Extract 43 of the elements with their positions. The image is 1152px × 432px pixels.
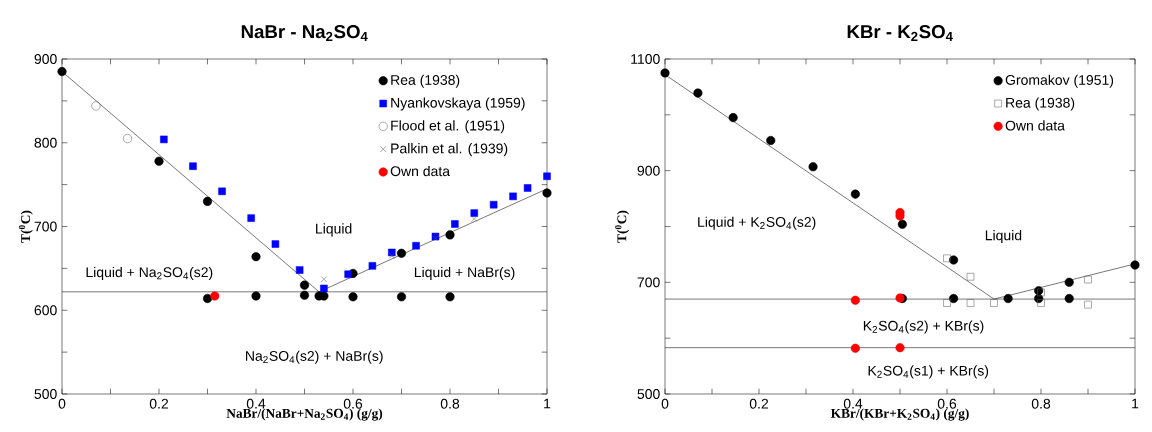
annotation: Na$_{2}$SO$_{4}$(s2) + NaBr(s) [246, 350, 383, 364]
legend-label: Flood et al. (1951) [391, 120, 505, 134]
x-tick-label: 0.8 [440, 398, 460, 409]
y-tick-label: 600 [34, 305, 57, 316]
annotation: K$_{2}$SO$_{4}$(s2) + KBr(s) [863, 320, 984, 334]
y-tick-label: 700 [637, 277, 660, 288]
annotation: Liquid [985, 230, 1022, 244]
x-tick-label: 0 [58, 398, 66, 409]
annotation: Liquid + K$_{2}$SO$_{4}$(s2) [698, 216, 816, 230]
x-tick-label: 1 [544, 398, 551, 409]
annotation: Liquid [316, 223, 352, 237]
x-axis-title: NaBr/(NaBr+Na$_{2}$SO$_{4}$) (g/g) [226, 408, 383, 421]
legend-label: Gromakov (1951) [1005, 74, 1114, 88]
x-tick-label: 0 [661, 398, 669, 409]
legend-label: Rea (1938) [1006, 97, 1075, 111]
legend-label: Own data [1005, 120, 1065, 131]
y-tick-label: 800 [34, 137, 57, 148]
legend-label: Own data [390, 165, 451, 177]
y-tick-label: 1100 [631, 54, 660, 64]
x-tick-label: 0.4 [246, 398, 266, 409]
annotation: Liquid + NaBr(s) [414, 266, 515, 280]
y-axis-title: T($^{0}$C) [18, 210, 33, 243]
annotation: K$_{2}$SO$_{4}$(s1) + KBr(s) [868, 365, 989, 379]
legend-label: Nyankovskaya (1959) [391, 97, 525, 111]
annotation: Liquid + Na$_{2}$SO$_{4}$(s2) [86, 266, 213, 280]
y-tick-label: 900 [34, 54, 57, 64]
x-axis-title: KBr/(KBr+K$_{2}$SO$_{4}$) (g/g) [830, 408, 969, 421]
legend-label: Rea (1938) [391, 74, 460, 88]
x-tick-label: 0.8 [1031, 398, 1051, 409]
legend-label: Palkin et al. (1939) [391, 143, 508, 157]
chart-title: KBr - K$_{2}$SO$_{4}$ [847, 25, 953, 41]
x-tick-label: 0.6 [343, 398, 363, 409]
chart-title: NaBr - Na$_{2}$SO$_{4}$ [241, 25, 368, 41]
y-axis-title: T($^{0}$C) [615, 210, 630, 243]
x-tick-label: 0.2 [749, 398, 769, 409]
x-tick-label: 0.2 [149, 398, 169, 409]
x-tick-label: 0.6 [937, 398, 957, 409]
y-tick-label: 900 [637, 165, 660, 176]
x-tick-label: 0.4 [843, 398, 863, 409]
y-tick-label: 500 [637, 389, 660, 399]
y-tick-label: 500 [34, 389, 57, 399]
x-tick-label: 1 [1132, 398, 1139, 409]
y-tick-label: 700 [34, 221, 57, 232]
